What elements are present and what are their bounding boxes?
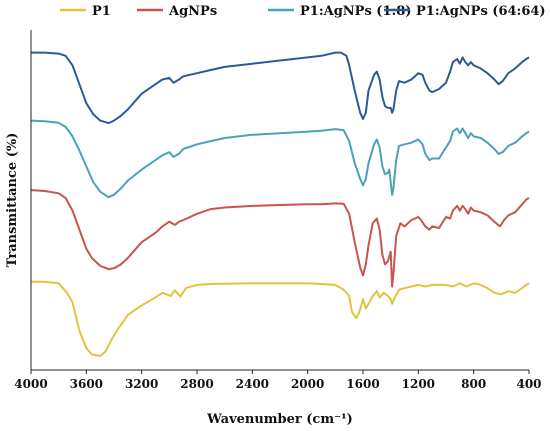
- series-line-1: [31, 280, 530, 357]
- series-line-3: [30, 119, 530, 199]
- legend: P1 AgNPs P1:AgNPs (1:8) P1:AgNPs (64:64): [60, 4, 546, 19]
- x-tick-label: 2800: [180, 377, 213, 391]
- x-tick-label: 800: [461, 377, 486, 391]
- x-tick-label: 1600: [346, 377, 379, 391]
- x-tick-label: 3200: [125, 377, 158, 391]
- legend-label: P1:AgNPs (64:64): [416, 4, 546, 19]
- x-tick-label: 3600: [70, 377, 103, 391]
- legend-label: P1:AgNPs (1:8): [300, 4, 412, 19]
- legend-label: AgNPs: [168, 4, 217, 19]
- y-axis-label: Transmittance (%): [5, 133, 20, 268]
- series-layer: [30, 51, 530, 357]
- x-axis-ticks: 4000 3600 3200 2800 2400 2000 1600 1200 800 400: [14, 370, 542, 391]
- legend-label: P1: [92, 4, 111, 19]
- x-tick-label: 2000: [291, 377, 324, 391]
- series-line-2: [30, 189, 530, 288]
- x-tick-label: 1200: [402, 377, 435, 391]
- x-tick-label: 2400: [236, 377, 269, 391]
- series-line-4: [31, 51, 530, 125]
- x-tick-label: 400: [516, 377, 541, 391]
- x-axis-label: Wavenumber (cm⁻¹): [206, 412, 353, 427]
- x-tick-label: 4000: [14, 377, 47, 391]
